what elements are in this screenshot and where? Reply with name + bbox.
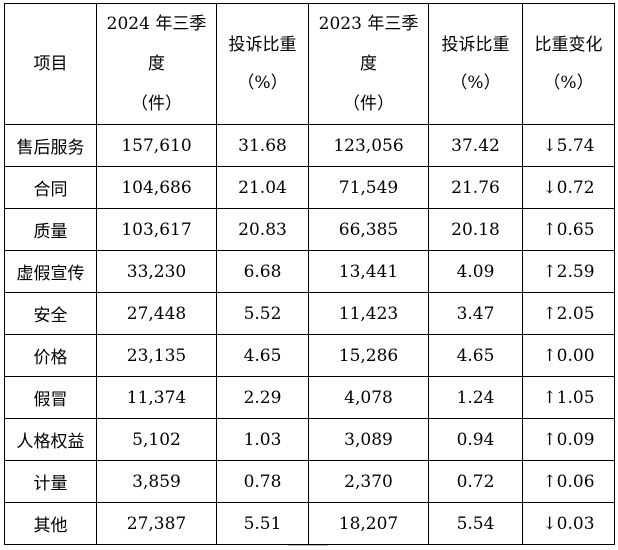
table-row: 虚假宣传 33,230 6.68 13,441 4.09 ↑2.59: [4, 250, 615, 293]
cell-2024-count: 5,102: [96, 418, 217, 461]
cell-2024-share: 31.68: [216, 124, 309, 167]
header-change-line1: 比重变化: [534, 35, 603, 55]
header-row: 项目 2024 年三季 度 （件） 投诉比重 （%） 2023 年三季 度 （件…: [4, 3, 615, 125]
cell-2024-count: 27,448: [96, 292, 217, 335]
header-2024-share-line2: （%）: [237, 73, 288, 93]
complaint-table: 项目 2024 年三季 度 （件） 投诉比重 （%） 2023 年三季 度 （件…: [4, 3, 615, 545]
cell-2023-count: 4,078: [308, 376, 429, 419]
cell-item: 计量: [4, 460, 97, 503]
cell-2023-share: 20.18: [428, 208, 523, 251]
table-row: 质量 103,617 20.83 66,385 20.18 ↑0.65: [4, 208, 615, 251]
header-2024-count: 2024 年三季 度 （件）: [96, 3, 217, 125]
cell-change: ↓5.74: [522, 124, 615, 167]
header-item: 项目: [4, 3, 97, 125]
cell-2024-share: 1.03: [216, 418, 309, 461]
cell-item: 售后服务: [4, 124, 97, 167]
cell-2024-count: 23,135: [96, 334, 217, 377]
header-2024-line3: （件）: [131, 94, 182, 114]
cell-2023-share: 21.76: [428, 166, 523, 209]
table-row: 合同 104,686 21.04 71,549 21.76 ↓0.72: [4, 166, 615, 209]
cell-2023-share: 4.65: [428, 334, 523, 377]
cell-item: 假冒: [4, 376, 97, 419]
cell-2024-share: 2.29: [216, 376, 309, 419]
cell-item: 价格: [4, 334, 97, 377]
cell-change: ↑0.06: [522, 460, 615, 503]
cell-2023-count: 11,423: [308, 292, 429, 335]
table-row: 价格 23,135 4.65 15,286 4.65 ↑0.00: [4, 334, 615, 377]
cell-2023-share: 0.94: [428, 418, 523, 461]
header-2024-share: 投诉比重 （%）: [216, 3, 309, 125]
cell-2024-share: 4.65: [216, 334, 309, 377]
cell-2023-count: 2,370: [308, 460, 429, 503]
cell-2024-count: 104,686: [96, 166, 217, 209]
header-2023-line2: 度: [360, 54, 377, 74]
cell-2023-count: 66,385: [308, 208, 429, 251]
cell-item: 安全: [4, 292, 97, 335]
cell-2024-share: 21.04: [216, 166, 309, 209]
header-2024-line1: 2024 年三季: [106, 14, 207, 34]
cell-change: ↑2.59: [522, 250, 615, 293]
header-change-line2: （%）: [543, 73, 594, 93]
cell-2024-count: 11,374: [96, 376, 217, 419]
cell-2023-share: 3.47: [428, 292, 523, 335]
cell-2023-share: 37.42: [428, 124, 523, 167]
cell-change: ↑0.09: [522, 418, 615, 461]
cell-item: 虚假宣传: [4, 250, 97, 293]
cell-2023-count: 3,089: [308, 418, 429, 461]
cell-2024-share: 5.51: [216, 502, 309, 545]
header-2024-share-line1: 投诉比重: [228, 35, 297, 55]
cell-2024-count: 27,387: [96, 502, 217, 545]
cell-2023-count: 15,286: [308, 334, 429, 377]
cell-2024-count: 103,617: [96, 208, 217, 251]
cell-2024-share: 5.52: [216, 292, 309, 335]
cell-2023-count: 18,207: [308, 502, 429, 545]
cell-2024-count: 157,610: [96, 124, 217, 167]
cell-2024-share: 20.83: [216, 208, 309, 251]
table-row: 安全 27,448 5.52 11,423 3.47 ↑2.05: [4, 292, 615, 335]
page-divider: [288, 545, 328, 546]
header-2024-line2: 度: [148, 54, 165, 74]
header-2023-count: 2023 年三季 度 （件）: [308, 3, 429, 125]
cell-change: ↑2.05: [522, 292, 615, 335]
header-2023-share-line2: （%）: [450, 73, 501, 93]
cell-change: ↑0.65: [522, 208, 615, 251]
cell-2023-share: 1.24: [428, 376, 523, 419]
cell-item: 人格权益: [4, 418, 97, 461]
cell-2024-share: 6.68: [216, 250, 309, 293]
cell-2023-share: 0.72: [428, 460, 523, 503]
cell-change: ↓0.03: [522, 502, 615, 545]
cell-change: ↓0.72: [522, 166, 615, 209]
table-row: 计量 3,859 0.78 2,370 0.72 ↑0.06: [4, 460, 615, 503]
header-2023-share: 投诉比重 （%）: [428, 3, 523, 125]
table-row: 售后服务 157,610 31.68 123,056 37.42 ↓5.74: [4, 124, 615, 167]
cell-2024-share: 0.78: [216, 460, 309, 503]
cell-2024-count: 3,859: [96, 460, 217, 503]
header-2023-share-line1: 投诉比重: [441, 35, 510, 55]
cell-item: 其他: [4, 502, 97, 545]
cell-item: 合同: [4, 166, 97, 209]
cell-2023-count: 13,441: [308, 250, 429, 293]
cell-change: ↑0.00: [522, 334, 615, 377]
cell-2024-count: 33,230: [96, 250, 217, 293]
cell-2023-count: 123,056: [308, 124, 429, 167]
cell-2023-share: 5.54: [428, 502, 523, 545]
table-row: 其他 27,387 5.51 18,207 5.54 ↓0.03: [4, 502, 615, 545]
cell-change: ↑1.05: [522, 376, 615, 419]
table-row: 人格权益 5,102 1.03 3,089 0.94 ↑0.09: [4, 418, 615, 461]
cell-2023-share: 4.09: [428, 250, 523, 293]
header-2023-line1: 2023 年三季: [318, 14, 419, 34]
cell-item: 质量: [4, 208, 97, 251]
header-change: 比重变化 （%）: [522, 3, 615, 125]
table-row: 假冒 11,374 2.29 4,078 1.24 ↑1.05: [4, 376, 615, 419]
header-2023-line3: （件）: [343, 94, 394, 114]
cell-2023-count: 71,549: [308, 166, 429, 209]
